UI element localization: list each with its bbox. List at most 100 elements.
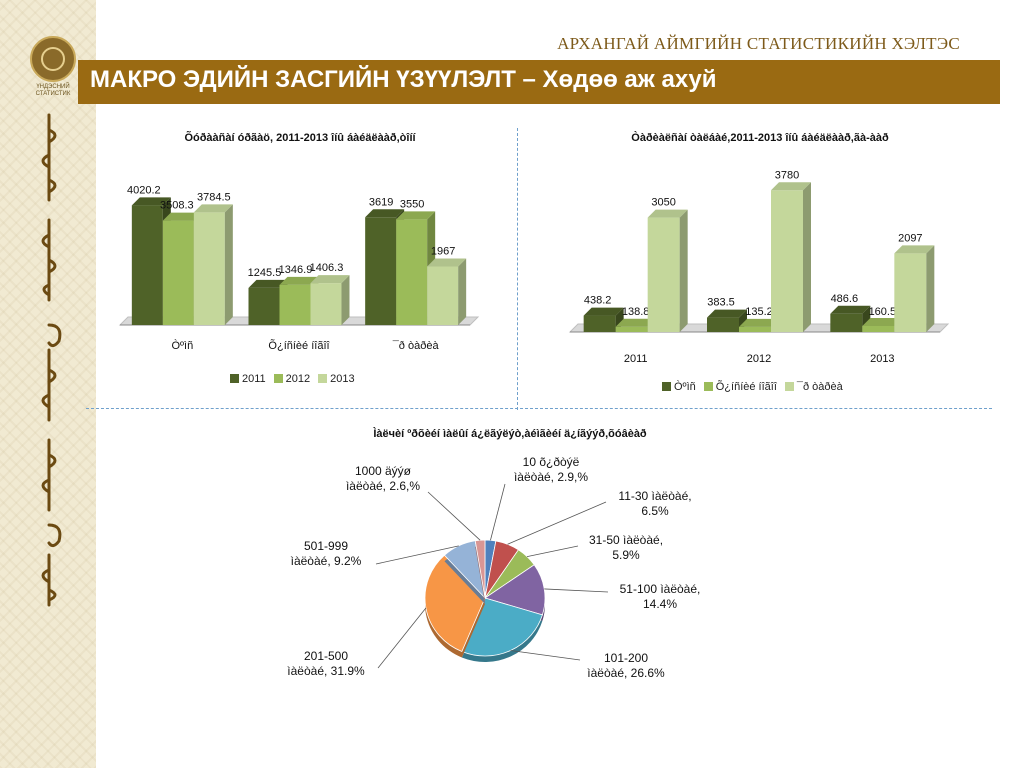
bar-¯ð-òàðèà-2 (894, 245, 935, 332)
data-label: 1967 (431, 245, 455, 257)
category-label: 2012 (747, 353, 771, 365)
chart2-legend: Òºìñ Õ¿íñíèé íîãîî ¯ð òàðèà (662, 381, 851, 393)
bar-2013-1 (310, 275, 350, 325)
bar-front (279, 284, 311, 325)
bar-top (862, 317, 903, 326)
leader-line (377, 607, 427, 669)
chart1-legend: 2011 2012 2013 (230, 373, 363, 385)
slice-label-line: 31-50 ìàëòàé, (589, 533, 663, 547)
bar-top (193, 204, 233, 213)
title-bar (78, 60, 1000, 104)
legend-label: 2013 (330, 373, 355, 385)
bar-front (396, 219, 428, 325)
bar-top (583, 307, 624, 316)
legend-item: ¯ð òàðèà (784, 381, 843, 393)
bar-top (131, 197, 171, 206)
legend-item: 2012 (273, 373, 311, 385)
category-label: ¯ð òàðèà (392, 340, 440, 352)
bar-front (707, 317, 739, 332)
legend-swatch-icon (703, 382, 713, 391)
bar-front (771, 190, 803, 332)
bar-front (894, 253, 927, 332)
legend-swatch-icon (230, 374, 239, 383)
slice-label-line: 5.9% (612, 548, 640, 562)
slice-label-line: 101-200 (604, 651, 648, 665)
horizontal-divider (86, 408, 992, 409)
data-label: 486.6 (831, 293, 859, 305)
category-label: Õ¿íñíèé íîãîî (268, 339, 330, 352)
bar-top (396, 211, 436, 220)
data-label: 3508.3 (160, 200, 194, 212)
bar-top (894, 245, 935, 254)
bar-front (248, 287, 280, 325)
bar-¯ð-òàðèà-1 (771, 182, 811, 332)
slice-label-line: ìàëòàé, 9.2% (291, 554, 362, 568)
data-label: 1346.9 (279, 264, 313, 276)
bar-front (615, 326, 648, 332)
data-label: 1245.5 (248, 267, 282, 279)
legend-label: Õ¿íñíèé íîãîî (715, 381, 777, 393)
legend-swatch-icon (318, 374, 328, 383)
slice-label: 101-200 ìàëòàé, 26.6% (587, 651, 665, 680)
slice-label-line: 51-100 ìàëòàé, (620, 582, 701, 596)
bar-top (647, 209, 688, 218)
bar-front (830, 313, 863, 332)
slice-label-line: 14.4% (643, 597, 677, 611)
data-label: 4020.2 (127, 184, 161, 196)
bar-top (310, 275, 350, 284)
data-label: 3784.5 (197, 191, 231, 203)
legend-swatch-icon (784, 382, 794, 391)
slice-label: 51-100 ìàëòàé, 14.4% (620, 582, 701, 611)
leader-line (427, 491, 481, 541)
bar-top (162, 212, 202, 221)
slice-label-line: 501-999 (304, 539, 348, 553)
bar-side (458, 258, 467, 325)
leader-line (507, 501, 607, 545)
bar-front (131, 205, 163, 325)
leader-line (375, 545, 459, 565)
slice-label-line: 201-500 (304, 649, 348, 663)
category-label: Òºìñ (171, 339, 193, 352)
slice-label-line: 11-30 ìàëòàé, (618, 489, 691, 503)
slice-label-line: ìàëòàé, 2.9,% (514, 470, 588, 484)
chart2-sown-area-bar-chart: 438.2 138.8 3050 2011 383.5 135.2 3780 2012 486.… (568, 169, 950, 365)
data-label: 135.2 (745, 306, 773, 318)
bar-front (365, 217, 397, 325)
slice-label-line: ìàëòàé, 31.9% (287, 664, 365, 678)
organization-title: АРХАНГАЙ АЙМГИЙН СТАТИСТИКИЙН ХЭЛТЭС (557, 34, 960, 53)
bar-top (830, 305, 871, 314)
page-title: МАКРО ЭДИЙН ЗАСГИЙН ҮЗҮҮЛЭЛТ – Хөдөө аж … (90, 66, 717, 93)
bar-side (926, 245, 935, 332)
legend-item: Òºìñ (662, 381, 696, 393)
leader-line (526, 545, 579, 557)
pie-slice (424, 554, 486, 653)
leader-line (510, 650, 581, 661)
data-label: 160.5 (869, 306, 897, 318)
slice-label-line: 10 õ¿ðòýë (523, 455, 580, 469)
data-label: 138.8 (622, 306, 650, 318)
slice-label-line: 1000 äýýø (355, 464, 412, 478)
legend-label: 2012 (285, 373, 311, 385)
legend-item: Õ¿íñíèé íîãîî (703, 381, 777, 393)
bar-top (615, 318, 656, 327)
bar-front (427, 266, 459, 325)
legend-item: 2011 (230, 373, 266, 385)
bar-top (279, 276, 319, 285)
bar-2013-2 (427, 258, 467, 325)
data-label: 383.5 (707, 297, 735, 309)
slice-label-line: ìàëòàé, 26.6% (587, 666, 665, 680)
legend-item: 2013 (318, 373, 355, 385)
slice-label: 501-999 ìàëòàé, 9.2% (291, 539, 362, 568)
bar-front (862, 325, 895, 332)
slice-label: 31-50 ìàëòàé, 5.9% (589, 533, 663, 562)
bar-side (224, 204, 233, 325)
pie-slice (474, 539, 486, 599)
bar-front (193, 212, 225, 325)
bar-2013-0 (193, 204, 233, 325)
data-label: 3780 (775, 169, 799, 181)
data-label: 1406.3 (310, 262, 344, 274)
bar-front (162, 220, 194, 325)
bar-top (739, 318, 779, 327)
vertical-divider (517, 128, 518, 410)
